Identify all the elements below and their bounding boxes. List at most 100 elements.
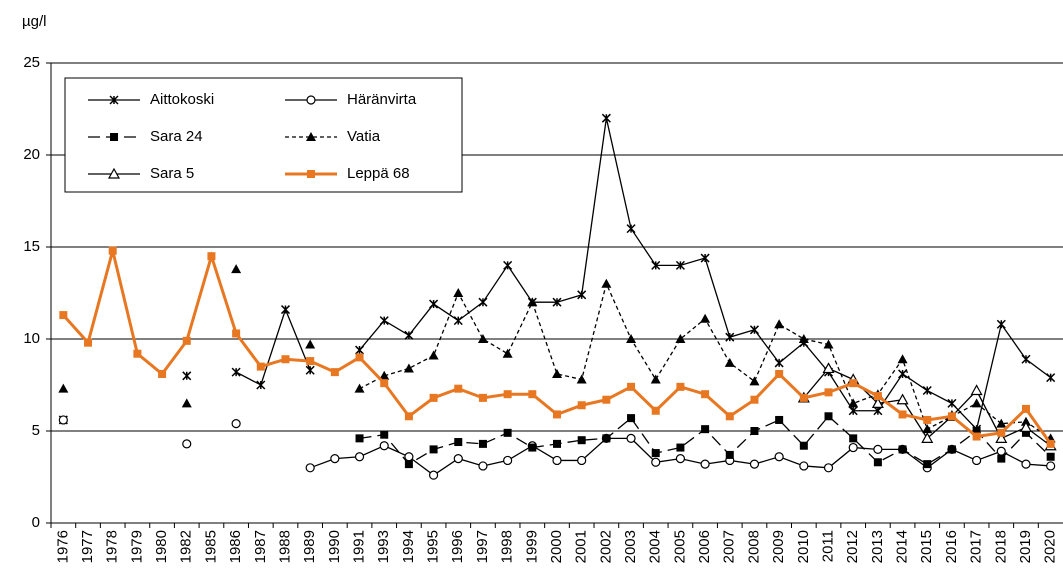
marker: [898, 369, 908, 379]
marker: [403, 363, 414, 373]
marker: [626, 224, 636, 234]
marker: [454, 384, 463, 393]
marker: [576, 374, 587, 384]
marker: [428, 350, 439, 360]
marker: [1021, 459, 1031, 469]
legend-marker: [306, 95, 316, 105]
marker: [379, 370, 390, 380]
legend-label: Sara 24: [150, 128, 203, 145]
marker: [577, 436, 586, 445]
x-tick-label: 1988: [276, 530, 293, 563]
marker: [898, 410, 907, 419]
marker: [873, 392, 882, 401]
marker: [404, 452, 414, 462]
marker: [749, 459, 760, 469]
marker: [995, 432, 1008, 443]
marker: [651, 260, 661, 270]
x-tick-label: 1986: [227, 530, 244, 563]
marker: [182, 336, 191, 345]
marker: [553, 410, 561, 419]
x-tick-label: 1979: [128, 530, 145, 563]
x-tick-label: 1976: [54, 530, 71, 563]
marker: [701, 390, 710, 399]
marker: [799, 393, 808, 402]
marker: [305, 339, 316, 349]
marker: [823, 463, 834, 473]
marker: [231, 419, 241, 429]
x-tick-label: 1995: [425, 530, 442, 563]
marker: [774, 358, 784, 368]
marker: [947, 412, 956, 421]
marker: [601, 278, 612, 288]
marker: [429, 393, 438, 402]
x-tick-label: 2007: [721, 530, 738, 563]
marker: [503, 455, 513, 466]
marker: [354, 452, 365, 462]
marker: [133, 349, 142, 358]
marker: [799, 461, 809, 471]
marker: [675, 334, 686, 343]
marker: [972, 427, 981, 435]
marker: [848, 406, 858, 416]
legend-label: Vatia: [347, 128, 381, 145]
marker: [256, 362, 265, 371]
y-tick-label: 20: [23, 146, 40, 163]
marker: [478, 393, 487, 402]
x-tick-label: 1991: [351, 530, 368, 563]
x-tick-label: 1989: [301, 530, 318, 563]
marker: [158, 369, 167, 378]
y-tick-label: 0: [32, 514, 40, 531]
marker: [775, 415, 784, 424]
marker: [700, 459, 710, 469]
x-tick-label: 2000: [548, 530, 565, 563]
legend-marker: [306, 132, 316, 141]
marker: [798, 334, 809, 343]
marker: [676, 382, 685, 391]
marker: [404, 460, 413, 469]
marker: [750, 427, 759, 435]
legend-label: Leppä 68: [347, 165, 410, 182]
marker: [453, 288, 464, 297]
marker: [59, 311, 68, 320]
marker: [849, 434, 858, 443]
x-tick-label: 2006: [696, 530, 713, 563]
marker: [379, 316, 389, 326]
marker: [553, 439, 561, 448]
marker: [1046, 373, 1056, 383]
marker: [824, 412, 833, 421]
marker: [972, 455, 982, 466]
marker: [947, 445, 956, 454]
x-tick-label: 1987: [252, 530, 269, 563]
x-tick-label: 1978: [104, 530, 121, 563]
marker: [305, 463, 315, 473]
x-tick-label: 2004: [647, 530, 664, 563]
marker: [429, 445, 438, 454]
marker: [1046, 452, 1055, 461]
legend-marker: [107, 167, 121, 179]
marker: [84, 338, 93, 347]
marker: [947, 398, 957, 408]
marker: [700, 253, 710, 263]
marker: [996, 446, 1006, 456]
marker: [182, 439, 192, 449]
marker: [404, 412, 413, 421]
marker: [923, 460, 932, 469]
marker: [355, 434, 364, 443]
series-line: [359, 415, 1052, 465]
marker: [774, 319, 785, 329]
marker: [354, 383, 365, 393]
marker: [454, 438, 463, 447]
marker: [626, 433, 636, 443]
marker: [503, 390, 512, 399]
marker: [650, 374, 661, 384]
marker: [873, 444, 883, 454]
legend-box: [64, 77, 463, 193]
marker: [577, 290, 587, 300]
marker: [775, 369, 784, 378]
marker: [552, 297, 562, 307]
marker: [528, 443, 537, 452]
x-tick-label: 1980: [153, 530, 170, 563]
x-tick-label: 1982: [178, 530, 195, 563]
marker: [627, 382, 636, 391]
